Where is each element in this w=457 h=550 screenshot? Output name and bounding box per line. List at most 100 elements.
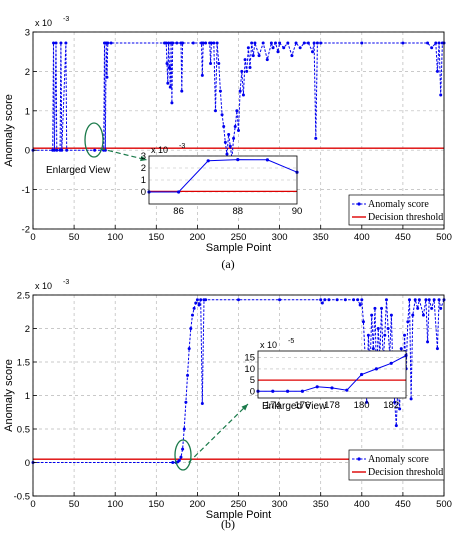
y-multiplier-exponent: -3 <box>63 16 69 23</box>
data-point <box>430 46 434 50</box>
data-point <box>290 54 294 58</box>
x-tick-label: 500 <box>436 499 452 510</box>
inset-x-tick-label: 90 <box>292 206 303 217</box>
data-point <box>401 41 405 45</box>
panel-caption: (b) <box>221 517 235 531</box>
x-tick-label: 350 <box>313 499 329 510</box>
data-point <box>171 461 175 464</box>
inset-x-tick-label: 88 <box>233 206 244 217</box>
data-point <box>360 298 364 302</box>
data-point <box>200 402 204 406</box>
data-point <box>218 89 222 93</box>
x-tick-label: 300 <box>272 232 288 243</box>
y-tick-label: 1 <box>25 391 30 402</box>
enlarged-view-label: Enlarged View <box>262 401 327 412</box>
data-point <box>59 41 63 45</box>
y-tick-label: 0.5 <box>17 425 30 436</box>
data-point <box>432 298 436 302</box>
x-tick-label: 250 <box>231 232 247 243</box>
chart-b: 0 50 100 150 200 250 300 350 400 450 500-0.500.511… <box>3 279 452 531</box>
inset-score-line <box>149 159 298 193</box>
data-point <box>407 298 411 302</box>
data-point <box>213 109 217 113</box>
y-tick-label: -0.5 <box>14 492 30 503</box>
inset-y-tick-label: 10 <box>244 364 255 375</box>
data-point <box>298 46 302 50</box>
data-point <box>282 46 286 50</box>
data-point <box>426 340 430 344</box>
x-tick-label: 350 <box>313 232 329 243</box>
y-tick-label: 0 <box>25 146 30 157</box>
y-tick-label: 2.5 <box>17 291 30 302</box>
data-point <box>215 41 219 45</box>
inset-data-point <box>345 388 349 392</box>
inset-data-point <box>315 385 319 389</box>
data-point <box>373 306 377 310</box>
data-point <box>411 313 415 317</box>
data-point <box>194 301 198 305</box>
inset-x-tick-label: 86 <box>173 206 184 217</box>
data-point <box>164 41 168 45</box>
inset-y-multiplier-exponent: -5 <box>288 338 294 345</box>
data-point <box>312 41 316 45</box>
data-point <box>209 62 213 66</box>
data-point <box>315 41 319 45</box>
data-point <box>167 41 171 45</box>
data-point <box>276 50 280 54</box>
data-point <box>166 81 170 85</box>
inset-frame <box>257 350 407 399</box>
data-point <box>437 41 441 45</box>
data-point <box>165 62 169 66</box>
inset-data-point <box>360 372 364 377</box>
inset-y-multiplier-exponent: -3 <box>179 143 185 150</box>
x-tick-label: 300 <box>272 499 288 510</box>
data-point <box>398 407 402 411</box>
data-point <box>55 148 59 152</box>
data-point <box>286 41 290 45</box>
data-point <box>343 298 347 302</box>
data-point <box>439 93 443 97</box>
arrow-line <box>100 147 148 161</box>
data-point <box>361 320 365 324</box>
inset-y-tick-label: 0 <box>141 187 146 198</box>
data-point <box>434 41 438 45</box>
arrow-head <box>241 404 248 411</box>
data-point <box>225 152 229 156</box>
y-tick-label: 2 <box>25 67 30 78</box>
highlight-ellipse <box>174 439 192 471</box>
inset-y-tick-label: 0 <box>250 386 255 397</box>
data-point <box>269 41 273 45</box>
data-point <box>265 58 269 62</box>
data-point <box>52 41 56 45</box>
arrow-line <box>188 403 249 463</box>
data-point <box>427 298 431 302</box>
legend-label-threshold: Decision threshold <box>368 467 443 478</box>
data-point <box>192 306 196 310</box>
data-point <box>435 69 439 73</box>
data-point <box>109 41 113 45</box>
legend-label-threshold: Decision threshold <box>368 212 443 223</box>
legend-box <box>348 449 445 481</box>
data-point <box>384 298 388 302</box>
data-point <box>179 455 183 459</box>
data-point <box>248 65 252 69</box>
data-point <box>358 303 362 307</box>
x-tick-label: 50 <box>69 499 80 510</box>
inset-data-point <box>374 367 378 371</box>
arrow-head <box>140 155 147 162</box>
data-point <box>237 298 240 302</box>
data-point <box>366 333 370 337</box>
data-point <box>181 447 185 451</box>
data-point <box>181 41 185 45</box>
legend-marker-score <box>357 457 361 461</box>
data-point <box>409 397 413 401</box>
inset-y-tick-label: 3 <box>141 151 146 162</box>
data-point <box>217 62 221 66</box>
data-point <box>306 41 310 45</box>
inset-x-tick-label: 178 <box>324 400 340 411</box>
x-axis-label: Sample Point <box>206 242 271 254</box>
inset-frame <box>148 155 298 205</box>
data-point <box>302 41 306 45</box>
